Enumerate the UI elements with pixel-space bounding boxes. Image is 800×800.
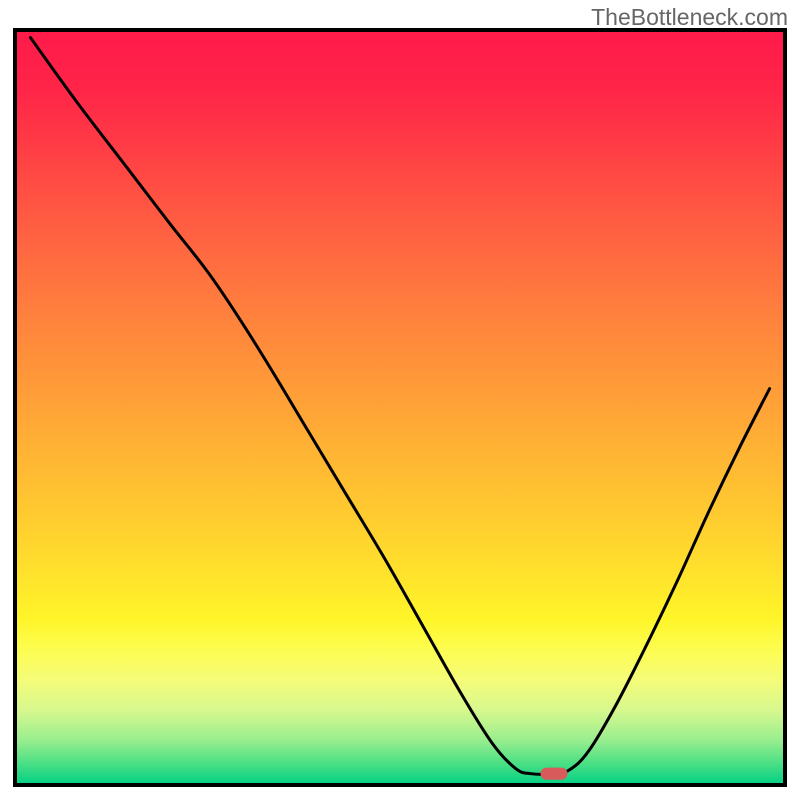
watermark-text: TheBottleneck.com xyxy=(591,4,788,31)
chart-container: TheBottleneck.com xyxy=(0,0,800,800)
bottleneck-chart xyxy=(0,0,800,800)
chart-background xyxy=(15,30,785,785)
optimal-point-marker xyxy=(541,768,568,780)
